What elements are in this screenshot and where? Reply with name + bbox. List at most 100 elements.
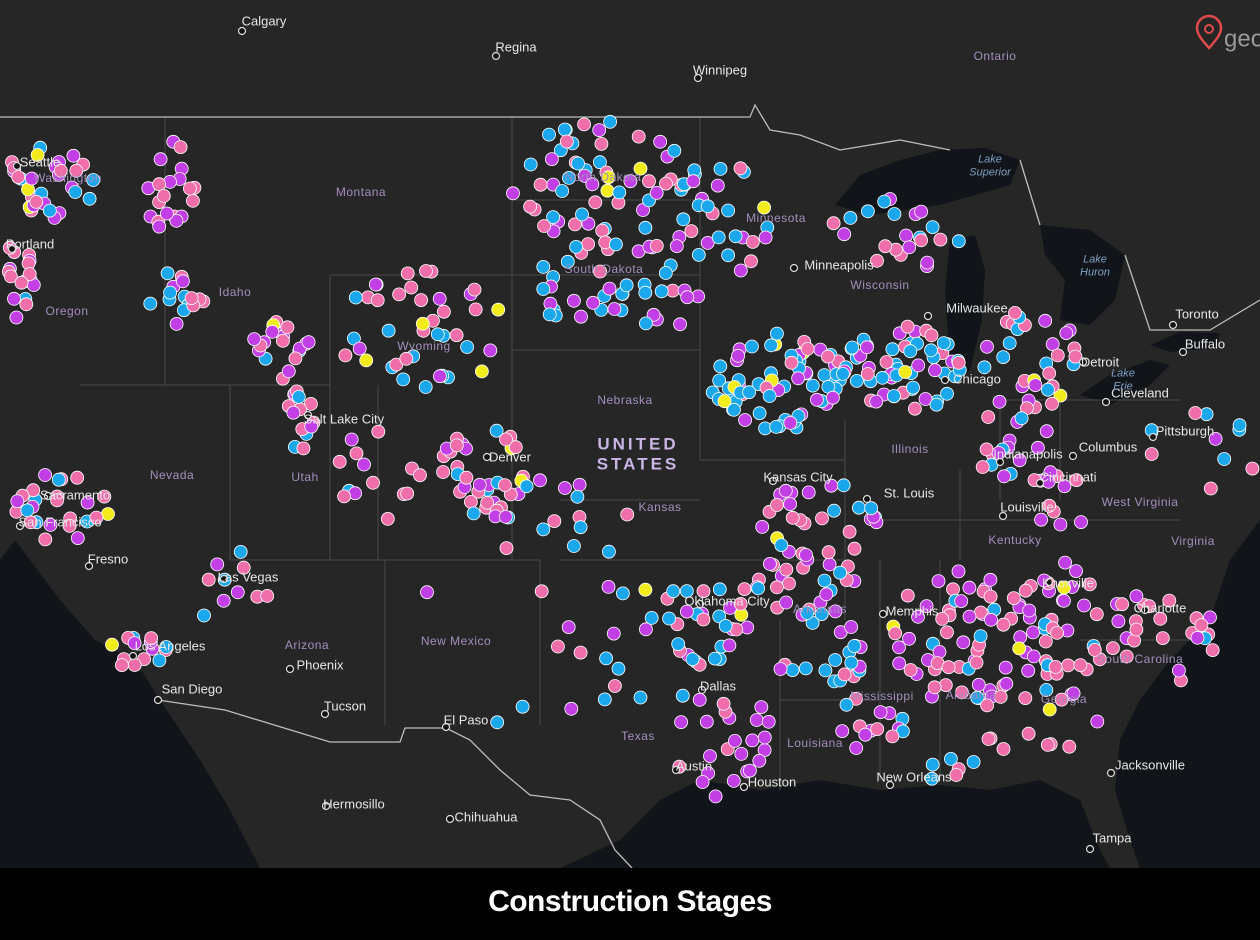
site-dot — [1026, 649, 1041, 664]
site-dot — [559, 134, 574, 149]
site-dot — [669, 239, 684, 254]
site-dot — [644, 611, 659, 625]
site-dot — [568, 217, 582, 232]
site-dot — [288, 351, 303, 366]
title-bar — [0, 868, 1260, 940]
site-dot — [616, 586, 630, 601]
site-dot — [744, 254, 758, 269]
site-dot — [940, 625, 954, 640]
site-dot — [472, 477, 487, 492]
site-dot — [460, 340, 475, 354]
site-dot — [757, 730, 772, 745]
site-dot — [1002, 336, 1017, 351]
site-dot — [602, 281, 617, 296]
site-dot — [844, 620, 858, 634]
site-dot — [975, 460, 990, 474]
site-dot — [680, 290, 695, 305]
site-dot — [951, 355, 966, 370]
site-dot — [800, 341, 815, 356]
site-dot — [19, 297, 34, 312]
site-dot — [1042, 498, 1057, 513]
city-dot — [697, 685, 707, 695]
site-dot — [929, 397, 944, 412]
site-dot — [935, 612, 950, 626]
site-dot — [1129, 622, 1144, 637]
site-dot — [1028, 378, 1043, 393]
site-dot — [467, 282, 482, 297]
site-dot — [127, 658, 142, 672]
site-dot — [906, 380, 920, 395]
site-dot — [523, 199, 537, 214]
site-dot — [785, 663, 800, 677]
site-dot — [1153, 611, 1168, 626]
site-dot — [567, 293, 581, 308]
site-dot — [561, 620, 576, 634]
site-dot — [597, 692, 612, 707]
site-dot — [824, 478, 839, 493]
site-dot — [400, 266, 415, 281]
site-dot — [752, 753, 767, 768]
site-dot — [449, 438, 464, 453]
city-label: Cincinnati — [1039, 469, 1096, 484]
lake-huron — [1040, 225, 1125, 325]
site-dot — [491, 302, 506, 317]
region-label: South Dakota — [565, 262, 644, 276]
site-dot — [22, 267, 37, 282]
site-dot — [798, 661, 813, 676]
city-label: Austin — [676, 758, 712, 773]
site-dot — [924, 328, 939, 343]
site-dot — [671, 637, 686, 651]
site-dot — [685, 652, 700, 667]
site-dot — [601, 580, 616, 594]
site-dot — [573, 645, 588, 660]
site-dot — [710, 178, 725, 193]
city-label: Las Vegas — [218, 569, 279, 584]
site-dot — [30, 148, 45, 162]
site-dot — [404, 280, 419, 295]
region-label: Louisiana — [787, 736, 843, 750]
site-dot — [817, 368, 832, 383]
site-dot — [861, 204, 875, 219]
site-dot — [304, 419, 319, 434]
site-dot — [371, 424, 386, 439]
site-dot — [822, 557, 837, 572]
site-dot — [902, 631, 916, 646]
site-dot — [770, 580, 784, 595]
site-dot — [534, 584, 549, 599]
site-dot — [82, 191, 97, 206]
site-dot — [956, 635, 971, 650]
site-dot — [914, 204, 928, 219]
city-label: Louisville — [1000, 499, 1053, 514]
site-dot — [1203, 481, 1218, 496]
site-dot — [420, 585, 434, 600]
site-dot — [951, 234, 966, 249]
state-borders — [80, 117, 1200, 790]
site-dot — [918, 392, 933, 406]
water-label: Superior — [969, 166, 1012, 178]
site-dot — [932, 645, 947, 659]
site-dot — [593, 264, 607, 279]
city-label: Oklahoma City — [684, 593, 770, 608]
site-dot — [7, 291, 21, 306]
site-dot — [105, 637, 119, 652]
site-dot — [380, 512, 395, 526]
site-dot — [560, 254, 575, 269]
city-label: El Paso — [444, 712, 489, 727]
site-dot — [359, 353, 374, 368]
site-dot — [911, 609, 925, 624]
site-dot — [612, 185, 627, 200]
site-dot — [1012, 453, 1027, 468]
site-dot — [97, 489, 112, 504]
site-dot — [201, 572, 216, 587]
city-label: St. Louis — [884, 485, 935, 500]
site-dot — [603, 114, 617, 129]
site-dot — [588, 195, 603, 210]
site-dot — [773, 662, 788, 676]
region-label: Idaho — [219, 285, 252, 299]
site-dot — [260, 589, 275, 603]
site-dot — [716, 696, 731, 711]
site-dot — [726, 774, 741, 788]
site-dot — [1069, 564, 1083, 578]
site-dot — [877, 194, 892, 209]
site-dot — [506, 186, 520, 201]
